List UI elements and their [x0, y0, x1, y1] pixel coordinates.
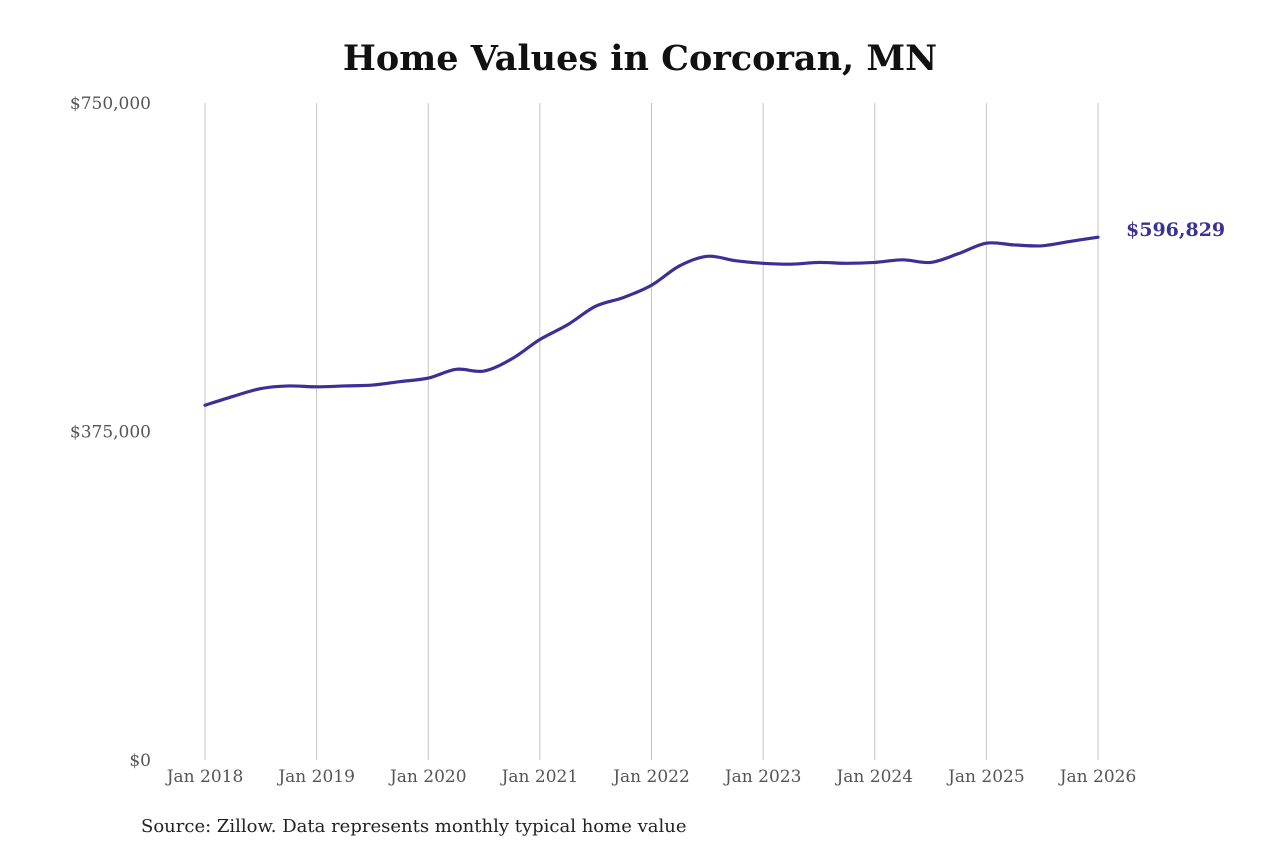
x-tick-label: Jan 2019	[276, 767, 355, 787]
x-tick-label: Jan 2025	[946, 767, 1025, 787]
x-tick-label: Jan 2026	[1058, 767, 1137, 787]
end-value-label: $596,829	[1126, 219, 1225, 241]
source-note: Source: Zillow. Data represents monthly …	[141, 816, 687, 837]
x-tick-label: Jan 2018	[165, 767, 244, 787]
x-tick-label: Jan 2022	[611, 767, 690, 787]
y-tick-label: $750,000	[70, 94, 151, 114]
chart-title: Home Values in Corcoran, MN	[342, 38, 938, 79]
x-tick-label: Jan 2021	[500, 767, 579, 787]
series-line	[203, 235, 1100, 407]
x-tick-label: Jan 2023	[723, 767, 802, 787]
x-tick-label: Jan 2024	[834, 767, 913, 787]
x-tick-label: Jan 2020	[388, 767, 467, 787]
y-tick-label: $0	[129, 751, 151, 771]
y-tick-label: $375,000	[70, 423, 151, 443]
